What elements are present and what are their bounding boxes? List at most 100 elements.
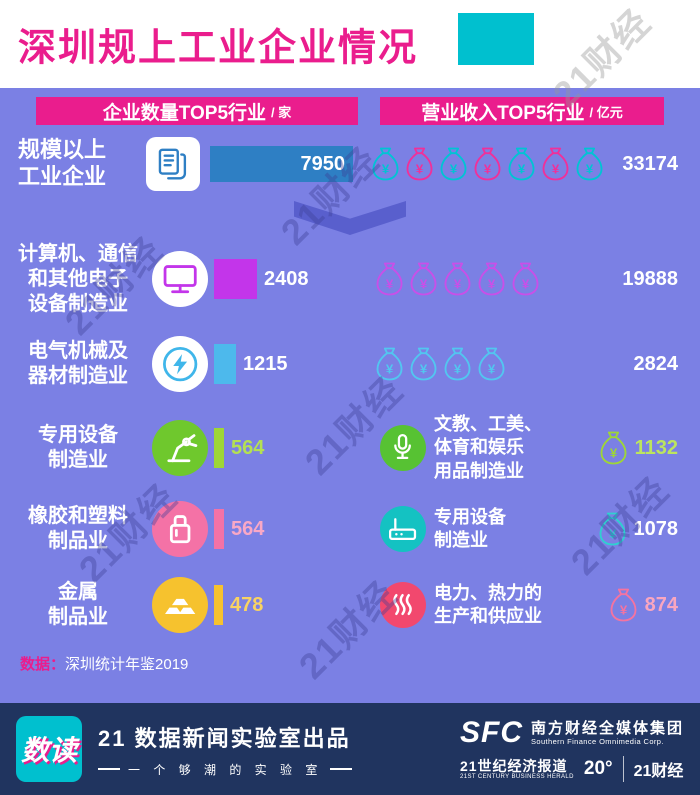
brand-name: 21财经 [633,763,684,780]
total-revenue-area: 33174 [370,146,700,182]
microphone-icon [380,425,426,471]
money-bag-icon [408,346,439,382]
gold-ingots-icon [152,577,208,633]
anniversary-badge: 20° [583,758,613,779]
data-source: 数据：深圳统计年鉴2019 [0,653,700,674]
robot-arm-icon [152,420,208,476]
sfc-logo: SFC [459,716,523,749]
industry-rows: 计算机、通信 和其他电子 设备制造业 2408 19888 电气机械及 器材制 [0,235,700,643]
total-bar-area: 7950 [210,146,362,182]
row-special-equipment: 专用设备 制造业 564 文教、工美、 体育和娱乐 [0,405,700,491]
revenue-industry-label: 专用设备 制造业 [434,506,506,550]
down-arrow-icon [294,201,406,235]
report-icon [146,137,200,191]
steam-icon [380,582,426,628]
money-bags [374,261,541,297]
title-bar: 深圳规上工业企业情况 [0,0,700,88]
count-bar [214,344,236,384]
bar-area: 1215 [214,344,366,384]
revenue-area: 电力、热力的 生产和供应业 874 [374,582,700,628]
column-header-count: 企业数量TOP5行业 / 家 [36,97,358,125]
column-headers: 企业数量TOP5行业 / 家 营业收入TOP5行业 / 亿元 [0,97,700,125]
industry-label: 专用设备 制造业 [38,424,118,471]
total-count-value: 7950 [300,152,346,175]
footer-divider [622,756,624,782]
footer: 数读 21 数据新闻实验室出品 一 个 够 潮 的 实 验 室 SFC 南方财经… [0,703,700,795]
group-name-cn: 南方财经全媒体集团 [530,719,684,737]
revenue-area: 文教、工美、 体育和娱乐 用品制造业 1132 [374,413,700,482]
bar-area: 478 [214,585,366,625]
money-bag-icon [370,146,401,182]
sfc-bottom: 21世纪经济报道 21ST CENTURY BUSINESS HERALD 20… [460,756,684,782]
money-bags [598,430,629,466]
main-board: 企业数量TOP5行业 / 家 营业收入TOP5行业 / 亿元 规模以上 工业企业… [0,88,700,703]
bar-area: 564 [214,428,366,468]
count-bar [214,509,224,549]
revenue-value: 874 [644,593,678,616]
money-bag-icon [438,146,469,182]
count-bar [214,585,223,625]
herald-name-en: 21ST CENTURY BUSINESS HERALD [459,774,574,781]
money-bag-icon [374,346,405,382]
money-bag-icon [574,146,605,182]
column-header-count-unit: / 家 [271,104,292,120]
row-rubber-plastics: 橡胶和塑料 制品业 564 [0,491,700,567]
money-bag-icon [476,261,507,297]
revenue-value: 19888 [622,267,678,290]
count-value: 564 [231,436,265,459]
row-metal-products: 金属 制品业 478 电力、热力的 生产和供应业 [0,567,700,643]
count-bar [214,428,224,468]
row-total: 规模以上 工业企业 7950 33174 [0,133,700,195]
total-label: 规模以上 工业企业 [18,137,107,189]
herald-name-cn: 21世纪经济报道 [459,757,568,774]
herald-names: 21世纪经济报道 21ST CENTURY BUSINESS HERALD [460,758,574,780]
revenue-value: 1132 [634,436,678,459]
total-revenue-value: 33174 [622,152,678,175]
money-bag-icon [598,430,629,466]
revenue-area: 2824 [374,346,700,382]
money-bag-icon [506,146,537,182]
revenue-value: 2824 [633,352,679,375]
revenue-group: 1132 [598,430,678,466]
count-value: 2408 [264,267,309,290]
money-bags [597,511,628,547]
data-source-label: 数据： [20,656,66,673]
count-value: 564 [231,517,265,540]
column-header-count-label: 企业数量TOP5行业 [102,102,267,124]
lightning-icon [152,336,208,392]
sfc-top: SFC 南方财经全媒体集团 Southern Finance Omnimedia… [460,716,684,750]
money-bag-icon [442,261,473,297]
column-header-revenue-label: 营业收入TOP5行业 [421,102,585,124]
count-value: 1215 [243,352,288,375]
money-bag-icon [540,146,571,182]
money-bags [374,346,507,382]
money-bag-icon [608,587,639,623]
water-bottle-icon [152,501,208,557]
slogan-text: 一 个 够 潮 的 实 验 室 [128,762,323,777]
column-header-revenue: 营业收入TOP5行业 / 亿元 [380,97,664,125]
industry-label: 电气机械及 器材制造业 [28,340,128,387]
industry-label: 计算机、通信 和其他电子 设备制造业 [18,242,138,315]
bar-area: 564 [214,509,366,549]
money-bags [370,146,605,182]
money-bag-icon [510,261,541,297]
lab-credit-slogan: 一 个 够 潮 的 实 验 室 [98,761,353,778]
revenue-industry-label: 电力、热力的 生产和供应业 [434,582,542,626]
revenue-group: 1078 [597,511,678,547]
group-name-en: Southern Finance Omnimedia Corp. [530,737,664,747]
revenue-area: 专用设备 制造业 1078 [374,506,700,552]
money-bag-icon [476,346,507,382]
industry-label: 金属 制品业 [48,581,108,628]
money-bag-icon [404,146,435,182]
revenue-area: 19888 [374,261,700,297]
total-count-bar: 7950 [210,146,353,182]
column-header-revenue-unit: / 亿元 [589,104,623,120]
page-title: 深圳规上工业企业情况 [18,27,419,70]
count-value: 478 [230,593,264,616]
slogan-dash-right [330,768,353,770]
money-bag-icon [472,146,503,182]
sfc-block: SFC 南方财经全媒体集团 Southern Finance Omnimedia… [460,716,684,782]
lab-credit: 21 数据新闻实验室出品 一 个 够 潮 的 实 验 室 [98,721,353,778]
shudu-logo: 数读 [16,716,82,782]
industry-label: 橡胶和塑料 制品业 [28,505,128,552]
